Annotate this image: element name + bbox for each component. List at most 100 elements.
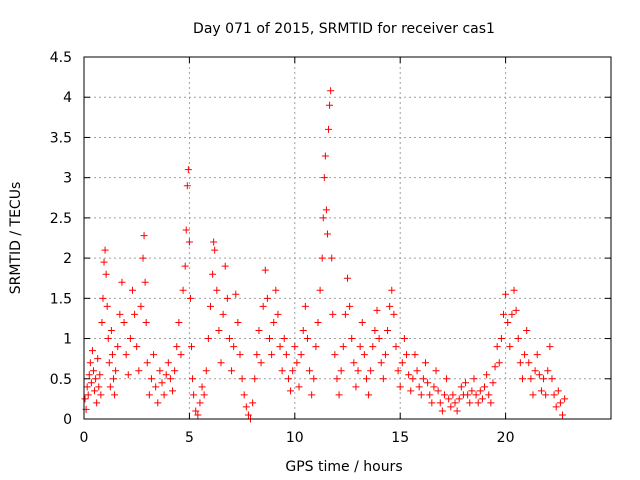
data-point: [92, 375, 100, 383]
x-tick-label: 5: [185, 430, 194, 446]
data-point: [518, 375, 526, 383]
data-point: [453, 407, 461, 415]
data-point: [145, 391, 153, 399]
data-point: [521, 351, 529, 359]
data-point: [554, 387, 562, 395]
data-point: [360, 351, 368, 359]
plot-frame: [83, 56, 612, 420]
data-point: [81, 395, 89, 403]
data-point: [86, 359, 94, 367]
data-point: [550, 391, 558, 399]
data-point: [424, 379, 432, 387]
data-point: [388, 286, 396, 294]
data-point: [152, 383, 160, 391]
data-point: [173, 343, 181, 351]
data-point: [320, 174, 328, 182]
data-point: [293, 359, 301, 367]
data-point: [139, 254, 147, 262]
data-point: [280, 335, 288, 343]
data-point: [419, 375, 427, 383]
data-point: [529, 391, 537, 399]
data-point: [96, 371, 104, 379]
data-point: [434, 387, 442, 395]
data-point: [329, 310, 337, 318]
y-axis-label: SRMTID / TECUs: [8, 182, 24, 295]
data-point: [546, 343, 554, 351]
data-point: [537, 387, 545, 395]
y-tick-label: 4: [63, 90, 72, 106]
data-point: [303, 335, 311, 343]
data-point: [189, 375, 197, 383]
data-point: [215, 327, 223, 335]
data-point: [308, 391, 316, 399]
data-point: [535, 371, 543, 379]
data-point: [257, 359, 265, 367]
data-point: [291, 343, 299, 351]
data-point: [544, 367, 552, 375]
data-point: [98, 318, 106, 326]
data-point: [112, 367, 120, 375]
data-points: [81, 87, 569, 423]
data-point: [508, 310, 516, 318]
data-point: [107, 327, 115, 335]
data-point: [417, 391, 425, 399]
data-point: [326, 101, 334, 109]
data-point: [83, 383, 91, 391]
y-tick-label: 2: [63, 251, 72, 267]
data-point: [512, 306, 520, 314]
data-point: [84, 391, 92, 399]
data-point: [445, 395, 453, 403]
data-point: [126, 335, 134, 343]
data-point: [430, 383, 438, 391]
data-point: [516, 359, 524, 367]
data-point: [476, 387, 484, 395]
data-point: [449, 391, 457, 399]
data-point: [443, 375, 451, 383]
data-point: [333, 375, 341, 383]
data-point: [228, 367, 236, 375]
y-tick-label: 1: [63, 332, 72, 348]
data-point: [373, 306, 381, 314]
data-point: [493, 343, 501, 351]
data-point: [238, 375, 246, 383]
data-point: [390, 310, 398, 318]
data-point: [270, 318, 278, 326]
data-point: [140, 232, 148, 240]
data-point: [272, 286, 280, 294]
data-point: [356, 343, 364, 351]
data-point: [135, 367, 143, 375]
data-point: [102, 270, 110, 278]
data-point: [284, 375, 292, 383]
data-point: [485, 391, 493, 399]
data-point: [365, 391, 373, 399]
data-point: [192, 407, 200, 415]
data-point: [510, 286, 518, 294]
data-point: [268, 351, 276, 359]
data-point: [346, 302, 354, 310]
data-point: [185, 238, 193, 246]
data-point: [217, 359, 225, 367]
data-point: [101, 246, 109, 254]
grid: [84, 57, 611, 419]
data-point: [253, 351, 261, 359]
data-point: [470, 375, 478, 383]
data-point: [213, 286, 221, 294]
data-point: [533, 351, 541, 359]
data-point: [552, 403, 560, 411]
y-tick-labels: 0 0.5 1 1.5 2 2.5 3 3.5 4 4.5: [50, 50, 72, 428]
data-point: [131, 310, 139, 318]
data-point: [468, 387, 476, 395]
data-point: [447, 403, 455, 411]
data-point: [263, 294, 271, 302]
data-point: [381, 351, 389, 359]
data-point: [491, 363, 499, 371]
data-point: [276, 343, 284, 351]
data-point: [466, 399, 474, 407]
data-point: [527, 375, 535, 383]
data-point: [295, 383, 303, 391]
data-point: [432, 367, 440, 375]
data-point: [384, 327, 392, 335]
data-point: [111, 391, 119, 399]
data-point: [158, 379, 166, 387]
